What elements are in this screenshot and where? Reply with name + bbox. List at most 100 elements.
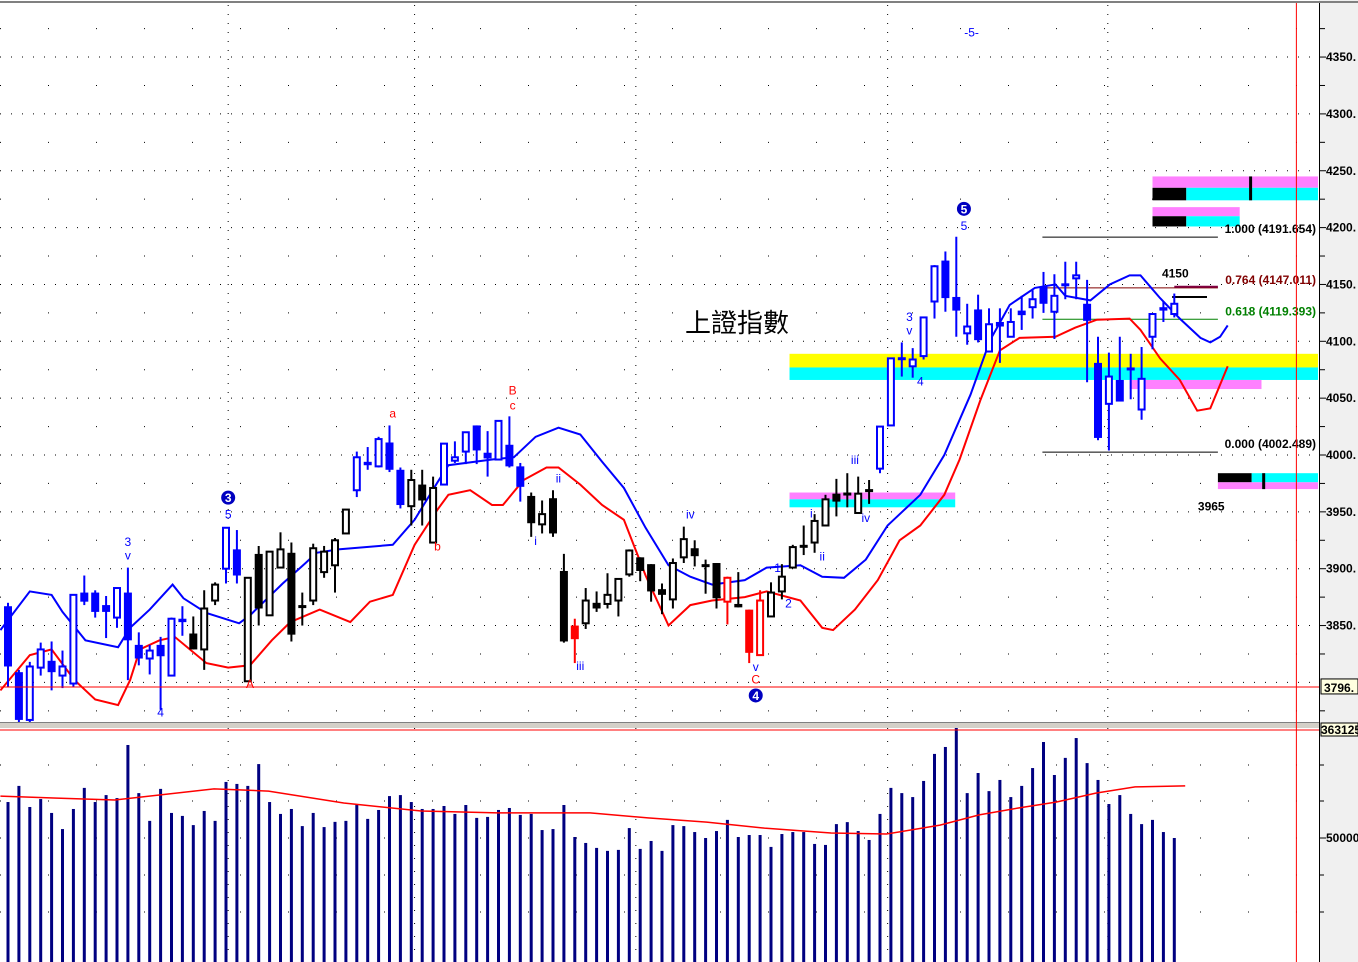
candle [799, 525, 808, 556]
candle-body-down [974, 309, 983, 341]
volume-bar [431, 808, 435, 962]
candle-body-up [538, 513, 547, 526]
volume-axis-tick-label: 50000 [1326, 831, 1358, 845]
volume-bar [355, 804, 359, 962]
candle-body-up [1148, 313, 1157, 338]
candle [352, 451, 361, 498]
candle-body-up [625, 549, 634, 576]
volume-bar [475, 817, 479, 962]
candle-body-down [952, 296, 961, 311]
candle-body-down [254, 553, 263, 609]
candle [363, 447, 372, 470]
volume-grid [0, 728, 1318, 962]
candle [222, 526, 230, 584]
volume-bar [464, 805, 468, 962]
candle [723, 576, 732, 625]
candle [876, 425, 884, 474]
wave-label: i [534, 534, 537, 548]
candle [309, 543, 318, 606]
volume-bar [224, 781, 228, 962]
volume-bar [442, 805, 446, 962]
candle-body-down [14, 672, 23, 720]
candle [320, 545, 329, 578]
volume-bar [1161, 832, 1165, 962]
candle [897, 342, 906, 377]
fib-label-0.764: 0.764 (4147.011) [1225, 273, 1316, 287]
candle [570, 618, 579, 664]
wave-label: ii [556, 471, 561, 485]
volume-bar [213, 820, 217, 962]
candle-body-down [832, 493, 841, 502]
volume-bar [246, 785, 250, 962]
price-axis[interactable]: 4350. 4300. 4250. 4200. 4150. 4100. 4050. 4000.… [1320, 28, 1358, 913]
wave-label: C [751, 673, 760, 687]
wave-label: 5 [961, 219, 968, 233]
candle [647, 564, 656, 602]
volume-bar [911, 797, 915, 962]
candle-body-up [407, 479, 416, 508]
candle-body-up [886, 357, 895, 427]
volume-bar [159, 788, 163, 962]
candle-body-up [352, 456, 361, 492]
axis-tick-label: 3900. [1326, 562, 1356, 576]
volume-bar [17, 785, 21, 962]
volume-bar [104, 795, 108, 962]
volume-bar [900, 793, 904, 962]
candle-body-down [734, 603, 743, 608]
candle [91, 590, 100, 618]
volume-bar [1042, 742, 1045, 962]
candle [974, 294, 983, 343]
candle [930, 265, 939, 319]
candle [1170, 293, 1179, 318]
candle-body-down [418, 484, 427, 501]
candle-body-up [668, 562, 677, 601]
candle [472, 425, 481, 465]
candle [69, 593, 78, 687]
candle-body-down [1094, 362, 1102, 438]
candle [679, 526, 688, 564]
candle [483, 431, 492, 477]
candle-body-down [941, 260, 950, 299]
fib-label-1.000: 1.000 (4191.654) [1225, 222, 1316, 236]
pane-divider[interactable] [0, 722, 1319, 728]
volume-bar [715, 831, 718, 962]
wave-label: v [906, 323, 912, 337]
candle-body-down [134, 644, 143, 659]
volume-bar [28, 806, 32, 962]
volume-bar [93, 802, 97, 962]
candle [189, 616, 198, 650]
volume-bar [257, 764, 261, 962]
candle-body-up [265, 550, 274, 617]
candle [886, 357, 895, 427]
candle-body-down [287, 552, 296, 635]
volume-bar [289, 808, 293, 962]
candle [331, 538, 339, 593]
axis-tick-label: 4000. [1326, 448, 1356, 462]
volume-bar [300, 826, 304, 962]
volume-bar [1052, 774, 1056, 962]
candle-body-down [47, 660, 56, 673]
candle-body-up [461, 431, 470, 453]
candle-body-up [777, 575, 786, 593]
volume-bar [50, 812, 54, 962]
volume-bar [616, 849, 620, 962]
candle-body-down [1159, 307, 1168, 311]
candle [265, 550, 274, 617]
volume-bar [987, 791, 991, 962]
volume-bar [671, 825, 675, 962]
candle-body-down [102, 605, 111, 612]
volume-bar [540, 830, 544, 962]
axis-tick-label: 4150. [1326, 277, 1356, 291]
zone-cyan [1186, 187, 1318, 201]
wave-label: A [246, 677, 254, 691]
volume-bar [834, 824, 838, 962]
candle [25, 661, 34, 722]
candle-body-up [167, 617, 176, 677]
fib-label-0.000: 0.000 (4002.489) [1225, 437, 1316, 451]
candle [450, 441, 459, 463]
volume-bar [562, 805, 566, 962]
candle-body-up [320, 550, 329, 574]
lower-moving-average-line [0, 317, 1229, 707]
volume-bar [1009, 797, 1013, 962]
